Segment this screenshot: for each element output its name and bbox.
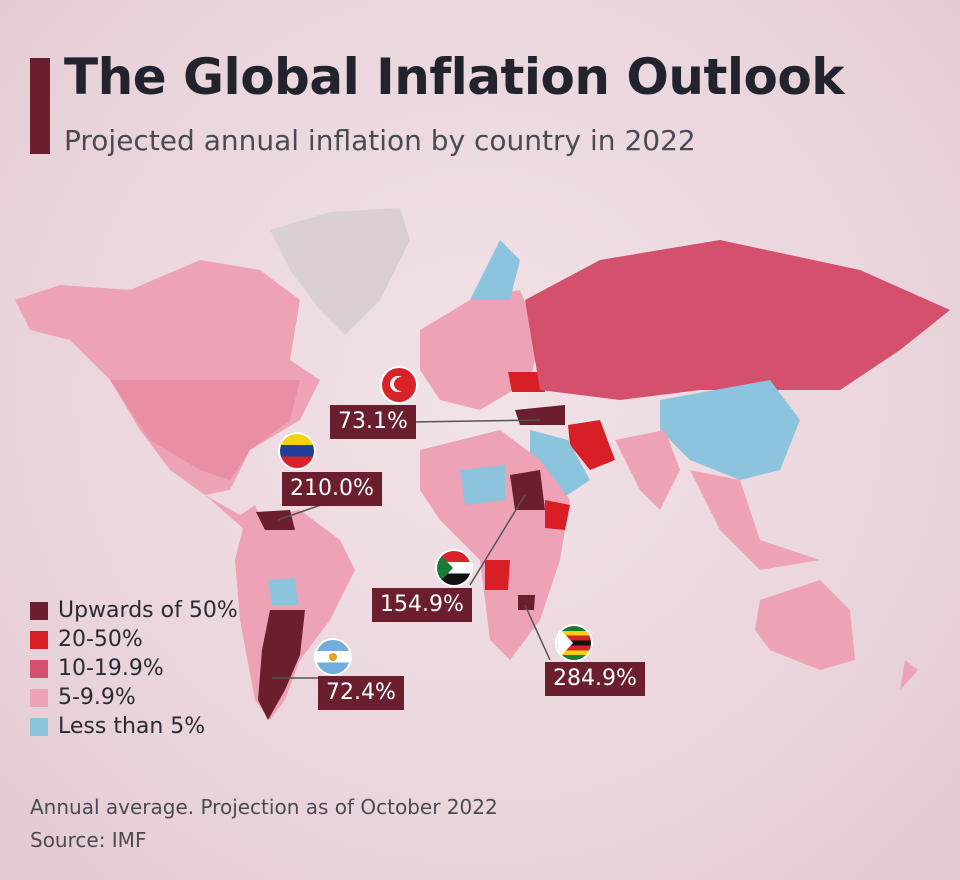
page-subtitle: Projected annual inflation by country in…: [64, 124, 696, 157]
region-russia: [525, 240, 950, 400]
region-sahara: [460, 465, 505, 505]
footer-note: Annual average. Projection as of October…: [30, 795, 498, 819]
footer-source: Source: IMF: [30, 828, 147, 852]
legend-swatch: [30, 630, 48, 649]
legend-swatch: [30, 717, 48, 736]
legend-item-above-50: Upwards of 50%: [30, 596, 238, 625]
legend-item-below-5: Less than 5%: [30, 712, 238, 741]
connector-sudan: [469, 494, 526, 586]
legend-swatch: [30, 688, 48, 707]
region-bolivia: [268, 578, 298, 605]
connector-turkey: [409, 419, 541, 423]
callout-zimbabwe: 284.9%: [545, 662, 645, 696]
zimbabwe-flag-icon: [557, 626, 591, 660]
region-angola: [485, 560, 510, 590]
callout-sudan: 154.9%: [372, 588, 472, 622]
sudan-flag-icon: [437, 551, 471, 585]
legend-label: 5-9.9%: [58, 685, 136, 710]
region-venezuela: [256, 510, 295, 530]
callout-argentina: 72.4%: [318, 676, 404, 710]
region-ethiopia: [545, 500, 570, 530]
venezuela-flag-icon: [280, 434, 314, 468]
region-argentina: [258, 610, 305, 720]
title-accent-bar: [30, 58, 50, 154]
legend-label: 10-19.9%: [58, 656, 164, 681]
region-south-asia: [615, 430, 680, 510]
region-southeast-asia: [690, 470, 820, 570]
page-title: The Global Inflation Outlook: [64, 48, 844, 106]
region-ukraine: [508, 372, 545, 392]
legend-item-10-19: 10-19.9%: [30, 654, 238, 683]
region-usa: [110, 380, 300, 480]
turkey-flag-icon: [382, 368, 416, 402]
legend-label: Less than 5%: [58, 714, 206, 739]
region-greenland: [270, 208, 410, 335]
region-zimbabwe: [518, 595, 535, 610]
legend-label: Upwards of 50%: [58, 598, 238, 623]
argentina-flag-icon: [316, 640, 350, 674]
callout-venezuela: 210.0%: [282, 472, 382, 506]
callout-turkey: 73.1%: [330, 405, 416, 439]
region-china: [660, 380, 800, 480]
region-turkey: [515, 405, 565, 425]
region-north-america: [15, 260, 320, 495]
region-australia: [755, 580, 855, 670]
map-legend: Upwards of 50% 20-50% 10-19.9% 5-9.9% Le…: [30, 596, 238, 741]
legend-swatch: [30, 601, 48, 620]
region-new-zealand: [900, 660, 918, 690]
region-iran: [568, 420, 615, 470]
legend-swatch: [30, 659, 48, 678]
callout-connectors: [272, 419, 551, 679]
region-scandinavia: [470, 240, 520, 300]
legend-item-5-9: 5-9.9%: [30, 683, 238, 712]
region-sudan: [510, 470, 545, 510]
legend-item-20-50: 20-50%: [30, 625, 238, 654]
legend-label: 20-50%: [58, 627, 143, 652]
connector-zimbabwe: [524, 604, 551, 661]
world-map: [15, 208, 950, 720]
